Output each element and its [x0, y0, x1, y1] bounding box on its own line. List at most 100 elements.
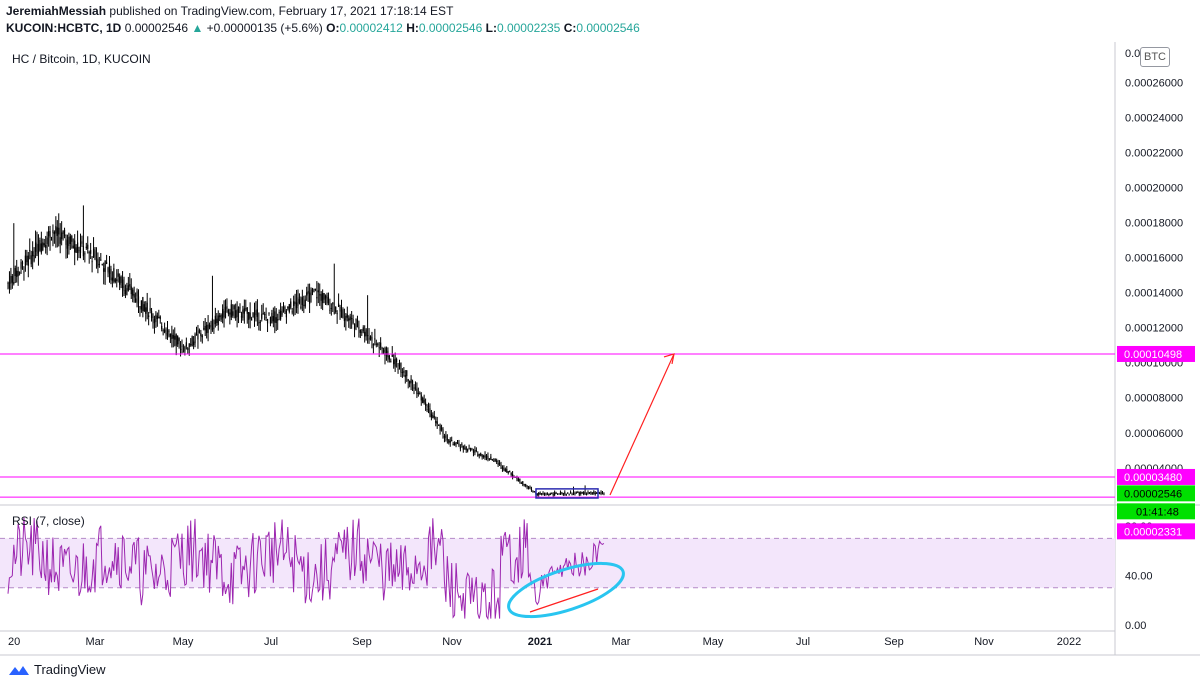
candle-body — [465, 446, 467, 451]
candle-body — [506, 469, 508, 473]
price-tick-label: 0.00020000 — [1125, 182, 1183, 194]
candle-body — [390, 361, 392, 363]
candle-body — [56, 227, 58, 236]
candle-body — [314, 288, 316, 290]
candle-body — [382, 350, 385, 352]
candle-body — [455, 442, 457, 445]
candle-body — [188, 343, 190, 348]
candle-body — [574, 492, 576, 494]
rsi-tick-label: 40.00 — [1125, 570, 1153, 582]
candle-body — [63, 229, 66, 236]
candle-body — [29, 250, 31, 252]
candle-body — [394, 358, 396, 367]
candle-body — [346, 314, 348, 318]
candle-body — [298, 299, 301, 304]
candle-body — [381, 347, 383, 350]
candle-body — [601, 492, 604, 494]
candle-body — [500, 464, 502, 467]
candle-body — [469, 447, 472, 451]
candle-body — [397, 368, 399, 370]
symbol: KUCOIN:HCBTC, 1D — [6, 21, 122, 35]
candle-body — [467, 449, 469, 452]
candle-body — [229, 312, 231, 315]
candle-body — [519, 478, 521, 482]
candle-body — [201, 335, 203, 338]
candle-body — [108, 263, 111, 275]
candle-body — [195, 334, 198, 336]
candle-body — [287, 306, 289, 309]
candle-body — [190, 344, 192, 346]
candle-body — [365, 329, 367, 337]
candle-body — [545, 493, 547, 495]
candle-body — [248, 312, 250, 320]
candle-body — [472, 450, 475, 453]
candle-body — [522, 481, 524, 485]
candle-body — [178, 338, 180, 342]
candle-body — [114, 279, 116, 283]
candle-body — [290, 301, 292, 308]
candle-body — [294, 301, 296, 305]
price-tick-label: 0.00024000 — [1125, 112, 1183, 124]
candle-body — [152, 316, 154, 319]
tag-level-2-bg — [1117, 468, 1195, 485]
candle-body — [588, 492, 591, 494]
candle-body — [277, 319, 279, 321]
tag-last-price: 0.00002546 — [1124, 488, 1182, 500]
footer-brand[interactable]: TradingView — [8, 662, 106, 677]
candle-body — [426, 408, 428, 410]
candle-body — [448, 439, 450, 443]
candle-body — [594, 493, 596, 495]
candle-body — [245, 308, 247, 310]
open-value: 0.00002412 — [339, 21, 403, 35]
candle-body — [474, 450, 476, 453]
candle-body — [224, 307, 227, 318]
candle-body — [159, 316, 161, 320]
rsi-title: RSI (7, close) — [12, 514, 85, 528]
candle-body — [372, 344, 374, 346]
candle-body — [520, 482, 522, 484]
candle-body — [600, 492, 602, 494]
candle-body — [436, 421, 438, 425]
candle-body — [451, 440, 453, 442]
candle-body — [332, 303, 334, 305]
candle-body — [333, 312, 335, 314]
currency-button[interactable]: BTC — [1140, 47, 1170, 67]
candle-body — [400, 362, 402, 373]
publish-line: JeremiahMessiah published on TradingView… — [6, 4, 453, 18]
candle-body — [593, 491, 595, 494]
candle-body — [172, 334, 174, 339]
time-tick-label: Nov — [974, 636, 994, 648]
candle-body — [291, 311, 293, 313]
candle-body — [462, 445, 464, 450]
candle-body — [150, 311, 153, 318]
candle-body — [23, 271, 25, 273]
candle-body — [554, 492, 556, 496]
candle-body — [175, 334, 177, 346]
candle-body — [59, 237, 61, 244]
candle-body — [87, 244, 89, 249]
candle-body — [284, 306, 286, 312]
candle-body — [541, 493, 543, 495]
candle-body — [142, 297, 144, 311]
candle-body — [423, 399, 425, 403]
candle-body — [213, 327, 215, 330]
candle-body — [219, 315, 221, 318]
candle-body — [393, 359, 395, 365]
candle-body — [404, 375, 406, 378]
candle-body — [103, 268, 105, 272]
candle-body — [271, 312, 273, 324]
candle-body — [510, 472, 512, 475]
candle-body — [374, 338, 376, 340]
candle-body — [208, 325, 211, 328]
candle-body — [546, 493, 548, 495]
time-tick-label: Nov — [442, 636, 462, 648]
candle-body — [438, 424, 440, 426]
author-name[interactable]: JeremiahMessiah — [6, 4, 107, 18]
candle-body — [111, 277, 113, 281]
price-tick-label: 0.00016000 — [1125, 253, 1183, 265]
candle-body — [26, 255, 28, 263]
candle-body — [110, 268, 112, 281]
candle-body — [432, 414, 434, 418]
candle-body — [239, 307, 241, 309]
